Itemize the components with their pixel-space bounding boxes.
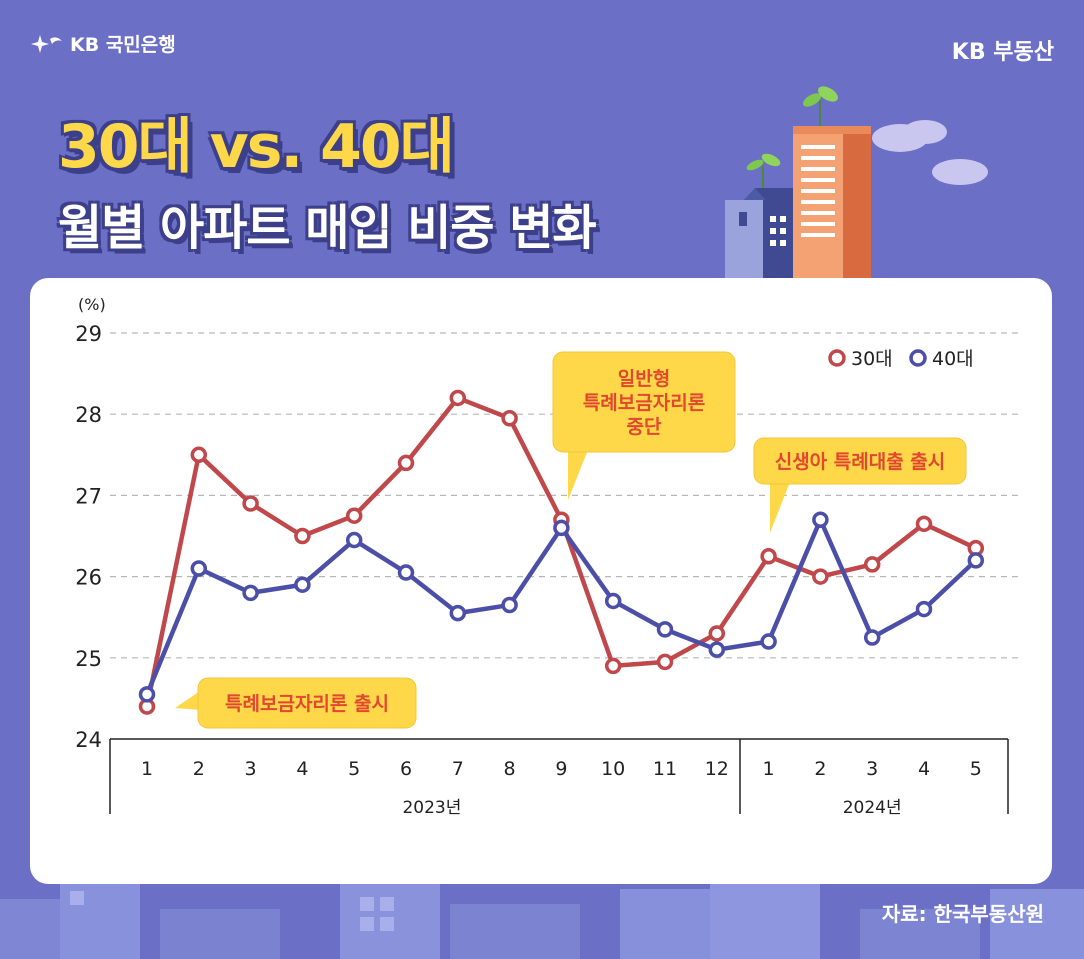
y-unit-label: (%): [78, 295, 106, 314]
callout-text: 중단: [627, 416, 662, 438]
kb-bank-logo: KB 국민은행: [30, 30, 176, 57]
x-tick-label: 1: [763, 758, 775, 780]
data-point: [760, 548, 777, 565]
data-point: [501, 596, 518, 614]
data-point: [397, 454, 415, 472]
legend-label: 40대: [932, 348, 974, 370]
data-point: [812, 511, 829, 529]
callout-text: 일반형: [618, 368, 670, 390]
y-tick-labels: 29 28 27 26 25 24: [75, 322, 102, 752]
data-point: [553, 519, 570, 537]
data-point: [863, 629, 881, 646]
x-tick-label: 5: [348, 758, 360, 780]
x-tick-label: 11: [653, 758, 677, 780]
legend: 30대 40대: [828, 348, 974, 370]
callout-tail: [175, 691, 200, 710]
city-background: [0, 879, 1084, 959]
data-point: [294, 576, 311, 593]
data-point: [915, 600, 933, 618]
data-point: [812, 568, 829, 585]
data-point: [345, 531, 363, 549]
x-tick-label: 3: [866, 758, 878, 780]
data-point: [138, 686, 156, 703]
x-tick-label: 1: [141, 758, 153, 780]
data-point: [190, 446, 208, 464]
callout-bubble: 신생아 특례대출 출시: [753, 437, 967, 533]
callout-tail: [770, 482, 790, 533]
data-point: [242, 495, 259, 512]
series-lines: [138, 389, 985, 715]
legend-label: 30대: [851, 348, 893, 370]
y-tick-label: 26: [75, 566, 102, 590]
x-tick-label: 3: [245, 758, 257, 780]
data-point: [863, 556, 881, 573]
y-tick-label: 29: [75, 322, 102, 346]
callout-text: 신생아 특례대출 출시: [775, 451, 946, 473]
callout-box: [753, 437, 967, 485]
legend-marker: [828, 349, 846, 367]
data-point: [967, 552, 985, 569]
data-point: [656, 653, 674, 671]
y-tick-label: 25: [75, 647, 102, 671]
x-tick-label: 2: [193, 758, 205, 780]
y-tick-label: 27: [75, 484, 102, 508]
headline: 30대 vs. 40대: [58, 112, 455, 182]
x-tick-label: 12: [705, 758, 729, 780]
x-tick-label: 10: [601, 758, 625, 780]
x-tick-label: 2: [814, 758, 826, 780]
data-point: [294, 527, 311, 545]
x-tick-label: 7: [452, 758, 464, 780]
chart-card: (%) 29 28 27 26 25 24 1 2 3 4 5 6 7 8 9 10 11 12 1 2 3 4 5 202…: [30, 278, 1052, 884]
y-tick-label: 28: [75, 403, 102, 427]
x-tick-label: 6: [400, 758, 412, 780]
callout-tail: [568, 450, 588, 500]
data-point: [501, 410, 518, 427]
data-point: [760, 633, 777, 650]
source-note: 자료: 한국부동산원: [881, 902, 1044, 926]
x-tick-label: 4: [918, 758, 930, 780]
kb-realestate-logo: KB 부동산: [951, 40, 1054, 65]
callout-bubble: 특례보금자리론 출시: [175, 677, 417, 729]
data-point: [708, 625, 726, 642]
bank-name: KB 국민은행: [70, 34, 176, 56]
callout-text: 특례보금자리론 출시: [225, 693, 389, 715]
callout-box: [552, 351, 736, 453]
data-point: [449, 604, 467, 622]
star-icon: [31, 34, 62, 53]
callout-text: 특례보금자리론: [583, 392, 705, 414]
data-point: [345, 507, 363, 524]
x-tick-label: 5: [970, 758, 982, 780]
legend-marker: [909, 349, 927, 367]
year-group-label: 2024년: [843, 798, 902, 818]
series-line: [144, 517, 978, 696]
data-point: [242, 584, 259, 602]
subheadline: 월별 아파트 매입 비중 변화: [58, 200, 597, 256]
data-point: [604, 592, 622, 610]
data-point: [708, 641, 726, 658]
data-point: [190, 560, 208, 577]
data-point: [604, 657, 622, 675]
callout-box: [197, 677, 417, 729]
data-point: [915, 515, 933, 533]
building-illustration: [725, 86, 988, 280]
x-tick-label: 4: [296, 758, 308, 780]
year-group-label: 2023년: [402, 798, 461, 818]
data-point: [449, 389, 467, 407]
x-tick-label: 8: [504, 758, 516, 780]
x-tick-label: 9: [555, 758, 567, 780]
data-point: [397, 564, 415, 581]
y-tick-label: 24: [75, 728, 102, 752]
data-point: [656, 621, 674, 638]
